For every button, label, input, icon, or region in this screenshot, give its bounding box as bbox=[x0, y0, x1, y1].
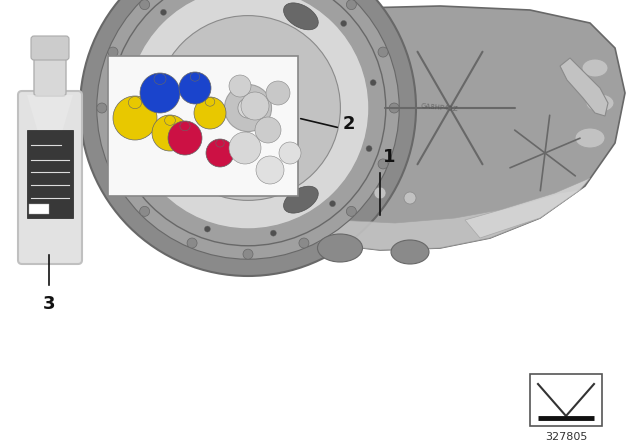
Circle shape bbox=[80, 0, 416, 276]
Circle shape bbox=[201, 61, 295, 155]
Ellipse shape bbox=[154, 73, 166, 85]
Circle shape bbox=[120, 130, 126, 136]
Polygon shape bbox=[185, 48, 270, 228]
Text: 3: 3 bbox=[43, 295, 55, 313]
Ellipse shape bbox=[190, 73, 200, 81]
Circle shape bbox=[97, 103, 107, 113]
Circle shape bbox=[370, 80, 376, 86]
Circle shape bbox=[330, 201, 335, 207]
Circle shape bbox=[127, 0, 369, 229]
Circle shape bbox=[194, 97, 226, 129]
Circle shape bbox=[378, 159, 388, 169]
Ellipse shape bbox=[575, 128, 605, 148]
Circle shape bbox=[187, 238, 197, 248]
Circle shape bbox=[124, 65, 130, 70]
Ellipse shape bbox=[391, 240, 429, 264]
Text: 2: 2 bbox=[343, 115, 355, 133]
Circle shape bbox=[161, 9, 166, 15]
Circle shape bbox=[140, 207, 150, 216]
Circle shape bbox=[168, 121, 202, 155]
Polygon shape bbox=[560, 58, 608, 116]
Circle shape bbox=[152, 115, 188, 151]
Circle shape bbox=[299, 238, 309, 248]
Polygon shape bbox=[465, 178, 590, 238]
Ellipse shape bbox=[317, 234, 362, 262]
Circle shape bbox=[279, 142, 301, 164]
Circle shape bbox=[374, 187, 386, 199]
Text: 327805: 327805 bbox=[545, 432, 587, 442]
Circle shape bbox=[346, 0, 356, 10]
Circle shape bbox=[256, 156, 284, 184]
Circle shape bbox=[346, 207, 356, 216]
Circle shape bbox=[156, 16, 340, 200]
Circle shape bbox=[255, 117, 281, 143]
Circle shape bbox=[140, 73, 180, 113]
Ellipse shape bbox=[216, 139, 224, 147]
Circle shape bbox=[270, 230, 276, 236]
Circle shape bbox=[366, 146, 372, 151]
Circle shape bbox=[204, 226, 211, 232]
Polygon shape bbox=[185, 6, 625, 250]
Ellipse shape bbox=[180, 121, 190, 131]
Circle shape bbox=[140, 0, 150, 10]
Circle shape bbox=[266, 81, 290, 105]
Ellipse shape bbox=[284, 186, 318, 213]
Circle shape bbox=[229, 75, 251, 97]
Circle shape bbox=[225, 85, 271, 132]
Ellipse shape bbox=[164, 116, 175, 125]
Circle shape bbox=[243, 249, 253, 259]
Polygon shape bbox=[27, 95, 73, 131]
Ellipse shape bbox=[131, 89, 153, 127]
Text: GA8HP45Z: GA8HP45Z bbox=[421, 103, 459, 112]
FancyBboxPatch shape bbox=[18, 91, 82, 264]
Circle shape bbox=[149, 190, 156, 195]
FancyBboxPatch shape bbox=[34, 54, 66, 96]
Circle shape bbox=[340, 21, 347, 26]
Circle shape bbox=[404, 192, 416, 204]
Circle shape bbox=[179, 72, 211, 104]
Bar bbox=[29, 204, 49, 214]
Ellipse shape bbox=[129, 97, 141, 109]
Circle shape bbox=[229, 132, 261, 164]
Circle shape bbox=[389, 103, 399, 113]
Bar bbox=[108, 56, 298, 196]
Circle shape bbox=[206, 139, 234, 167]
Circle shape bbox=[378, 47, 388, 57]
Circle shape bbox=[97, 0, 399, 259]
Bar bbox=[27, 130, 73, 218]
Ellipse shape bbox=[284, 3, 318, 30]
FancyBboxPatch shape bbox=[31, 36, 69, 60]
Text: 1: 1 bbox=[383, 148, 396, 166]
Ellipse shape bbox=[205, 97, 215, 106]
Circle shape bbox=[108, 47, 118, 57]
Bar bbox=[530, 374, 602, 426]
Circle shape bbox=[113, 96, 157, 140]
Circle shape bbox=[238, 98, 258, 118]
Circle shape bbox=[108, 159, 118, 169]
Ellipse shape bbox=[582, 59, 608, 77]
Circle shape bbox=[241, 92, 269, 120]
Ellipse shape bbox=[586, 94, 614, 112]
Polygon shape bbox=[262, 190, 580, 250]
